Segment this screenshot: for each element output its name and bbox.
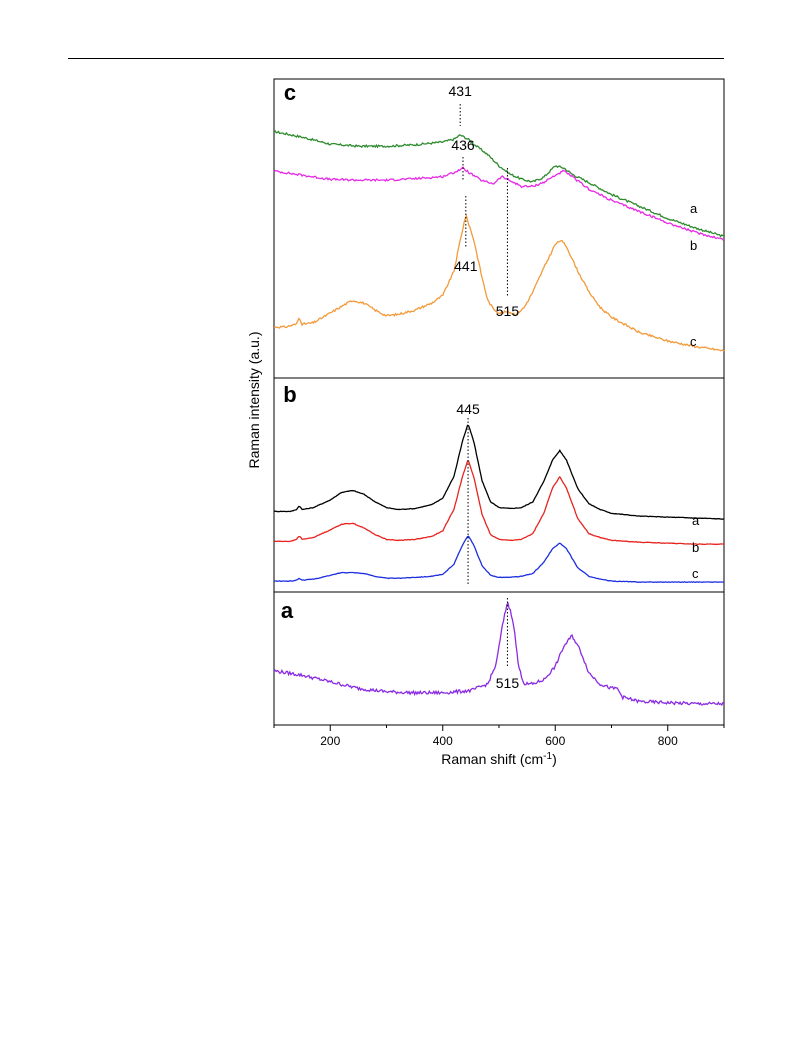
- x-axis-label: Raman shift (cm-1): [441, 751, 557, 768]
- panel-label-c: c: [284, 80, 296, 105]
- series-line-c-c: [273, 213, 725, 352]
- x-tick-label-600: 600: [545, 734, 565, 748]
- series-line-c-b: [273, 166, 725, 241]
- x-tick-label-800: 800: [658, 734, 678, 748]
- series-label-b-c: c: [692, 566, 699, 581]
- header-rule: [68, 58, 724, 59]
- series-line-b-b: [273, 460, 725, 546]
- x-axis-label-main: Raman shift (cm: [441, 751, 543, 767]
- series-label-b-b: b: [692, 540, 699, 555]
- x-axis-label-sup: -1: [543, 751, 552, 762]
- peak-label-c-436: 436: [451, 137, 475, 153]
- series-label-c-c: c: [690, 334, 697, 349]
- x-tick-label-400: 400: [433, 734, 453, 748]
- series-line-b-c: [273, 535, 724, 584]
- peak-label-c-441: 441: [454, 258, 478, 274]
- series-line-a-spectrum: [273, 601, 725, 707]
- panel-a-frame: [273, 591, 725, 726]
- series-label-c-a: a: [690, 201, 698, 216]
- panel-b-frame: [273, 377, 725, 593]
- x-tick-label-200: 200: [320, 734, 340, 748]
- panel-label-a: a: [281, 598, 294, 623]
- series-label-c-b: b: [690, 238, 697, 253]
- panel-c-frame: [273, 78, 725, 379]
- panel-label-b: b: [283, 382, 296, 407]
- y-axis-label: Raman intensity (a.u.): [246, 332, 262, 469]
- peak-label-c-431: 431: [449, 83, 473, 99]
- peak-label-b-445: 445: [456, 401, 480, 417]
- peak-label-a-515: 515: [496, 675, 520, 691]
- series-line-b-a: [273, 424, 725, 520]
- peak-label-c-515: 515: [496, 303, 520, 319]
- x-axis-label-close: ): [552, 751, 557, 767]
- series-label-b-a: a: [692, 513, 700, 528]
- series-line-c-a: [273, 130, 725, 238]
